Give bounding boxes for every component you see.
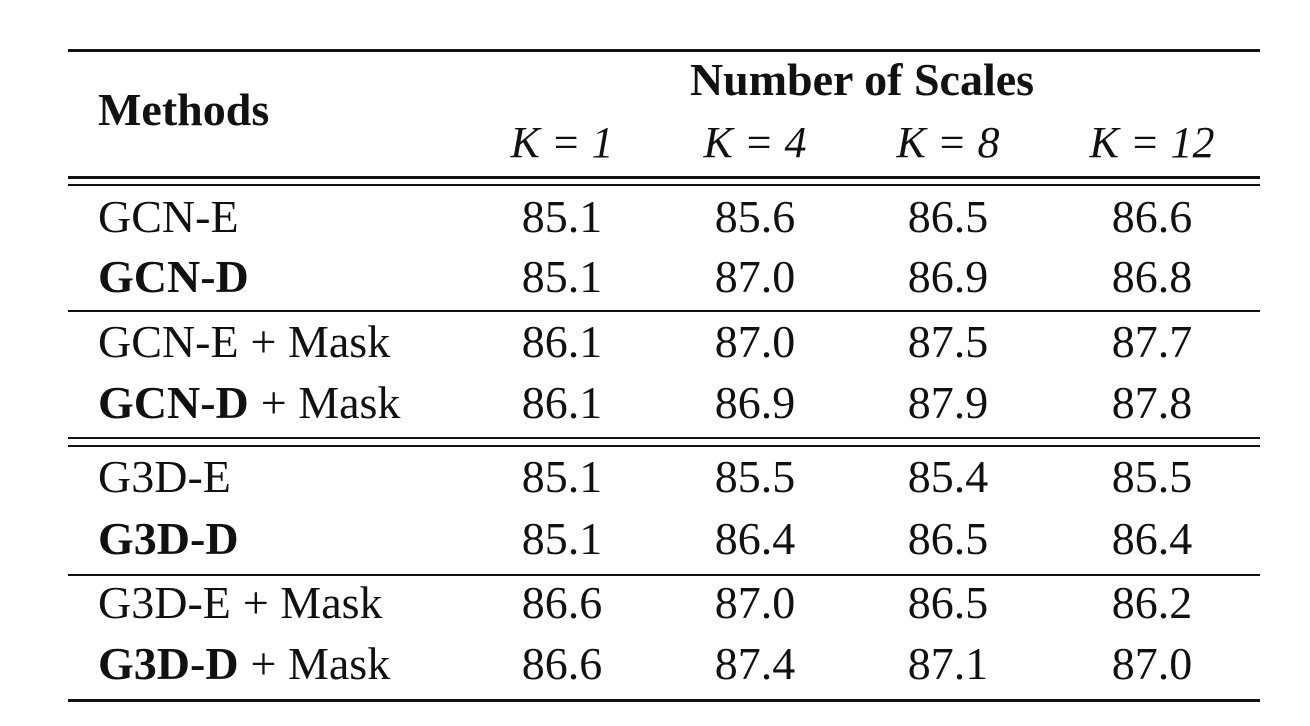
value-cell: 86.9 <box>907 251 989 302</box>
value-cell: 87.8 <box>1111 377 1193 428</box>
value-cell: 87.0 <box>714 577 796 628</box>
value-cell: 85.5 <box>1111 451 1193 502</box>
value-cell: 86.6 <box>1111 191 1193 242</box>
method-text: + Mask <box>250 638 391 689</box>
value-cell: 86.1 <box>521 316 603 367</box>
value-cell: 86.5 <box>907 577 989 628</box>
value-cell: 86.1 <box>521 377 603 428</box>
value-cell: 87.4 <box>714 638 796 689</box>
method-text: + Mask <box>250 316 391 367</box>
value-cell: 86.4 <box>1111 513 1193 564</box>
method-text: GCN-E <box>98 316 239 367</box>
value-cell: 86.5 <box>907 191 989 242</box>
method-cell: G3D-E + Mask <box>98 580 383 626</box>
value-cell: 87.0 <box>1111 638 1193 689</box>
value-cell: 87.1 <box>907 638 989 689</box>
method-text: GCN-E <box>98 191 239 242</box>
value-cell: 87.0 <box>714 251 796 302</box>
value-cell: 87.7 <box>1111 316 1193 367</box>
method-text: + Mask <box>260 377 401 428</box>
value-cell: 85.4 <box>907 451 989 502</box>
method-cell: GCN-E + Mask <box>98 319 390 365</box>
value-cell: 87.9 <box>907 377 989 428</box>
column-header: K = 8 <box>896 118 1000 167</box>
methods-header: Methods <box>98 84 270 135</box>
value-cell: 85.1 <box>521 513 603 564</box>
method-text: G3D-D <box>98 638 239 689</box>
top-rule <box>68 49 1260 52</box>
value-cell: 86.8 <box>1111 251 1193 302</box>
method-cell: GCN-D <box>98 254 249 300</box>
value-cell: 86.5 <box>907 513 989 564</box>
value-cell: 85.6 <box>714 191 796 242</box>
method-cell: GCN-D + Mask <box>98 380 400 426</box>
group-rule <box>68 445 1260 447</box>
value-cell: 85.5 <box>714 451 796 502</box>
method-text: G3D-D <box>98 513 239 564</box>
value-cell: 86.2 <box>1111 577 1193 628</box>
group-rule <box>68 574 1260 576</box>
value-cell: 85.1 <box>521 251 603 302</box>
method-cell: G3D-D <box>98 516 239 562</box>
value-cell: 85.1 <box>521 451 603 502</box>
value-cell: 86.4 <box>714 513 796 564</box>
column-header: K = 4 <box>703 118 807 167</box>
header-rule <box>68 176 1260 179</box>
value-cell: 85.1 <box>521 191 603 242</box>
value-cell: 87.5 <box>907 316 989 367</box>
method-cell: G3D-D + Mask <box>98 641 390 687</box>
method-text: G3D-E <box>98 451 231 502</box>
method-text: GCN-D <box>98 377 249 428</box>
method-text: G3D-E <box>98 577 231 628</box>
header-rule <box>68 184 1260 186</box>
column-header: K = 12 <box>1089 118 1215 167</box>
value-cell: 86.6 <box>521 638 603 689</box>
value-cell: 87.0 <box>714 316 796 367</box>
value-cell: 86.6 <box>521 577 603 628</box>
column-header: K = 1 <box>510 118 614 167</box>
method-text: GCN-D <box>98 251 249 302</box>
value-cell: 86.9 <box>714 377 796 428</box>
group-header: Number of Scales <box>689 54 1035 105</box>
method-text: + Mask <box>242 577 383 628</box>
method-cell: GCN-E <box>98 194 239 240</box>
group-rule <box>68 437 1260 439</box>
bottom-rule <box>68 699 1260 702</box>
method-cell: G3D-E <box>98 454 231 500</box>
group-rule <box>68 310 1260 312</box>
